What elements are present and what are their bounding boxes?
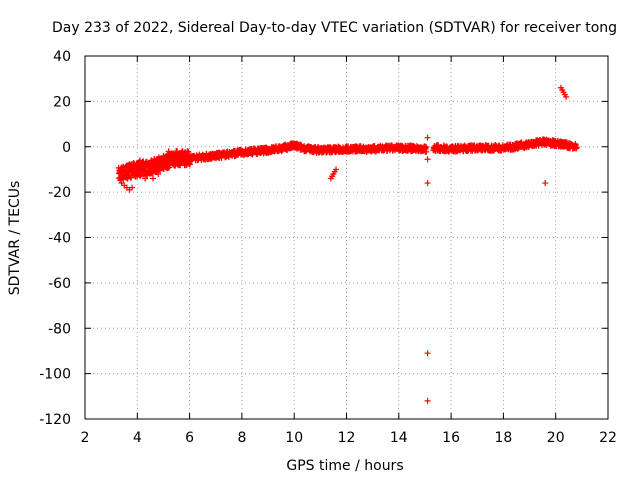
chart-title: Day 233 of 2022, Sidereal Day-to-day VTE… [52, 20, 617, 36]
x-tick-label: 12 [338, 430, 356, 446]
y-tick-label: -40 [48, 231, 71, 247]
outlier-point [149, 175, 156, 182]
y-tick-label: -60 [48, 276, 71, 292]
outlier-point [424, 134, 431, 141]
outlier-point [563, 93, 570, 100]
y-tick-label: 40 [53, 49, 71, 65]
outlier-point [155, 170, 162, 177]
x-tick-label: 2 [81, 430, 90, 446]
data-points [115, 84, 580, 404]
x-tick-label: 16 [442, 430, 460, 446]
grid-lines [85, 56, 608, 419]
outlier-point [424, 180, 431, 187]
data-point [573, 144, 580, 151]
x-tick-label: 4 [133, 430, 142, 446]
x-axis-title: GPS time / hours [286, 458, 403, 474]
x-tick-label: 8 [237, 430, 246, 446]
y-tick-label: -20 [48, 185, 71, 201]
y-tick-label: 0 [62, 140, 71, 156]
y-tick-label: -80 [48, 321, 71, 337]
data-point [185, 148, 192, 155]
outlier-point [173, 150, 180, 157]
outlier-point [333, 166, 340, 173]
outlier-point [542, 180, 549, 187]
x-tick-label: 10 [285, 430, 303, 446]
axis-ticks: 2 4 6 8 10 12 14 16 18 20 22 -120 -100 -80 -60 -40 -20 0 2… [39, 49, 617, 446]
outlier-point [136, 157, 143, 164]
outlier-point [424, 397, 431, 404]
outlier-point [129, 184, 136, 191]
y-axis-title: SDTVAR / TECUs [7, 181, 23, 296]
x-tick-label: 20 [547, 430, 565, 446]
x-tick-label: 18 [494, 430, 512, 446]
y-tick-label: 20 [53, 94, 71, 110]
outlier-point [424, 156, 431, 163]
x-tick-label: 22 [599, 430, 617, 446]
outlier-point [424, 350, 431, 357]
outlier-point [142, 175, 149, 182]
x-tick-label: 14 [390, 430, 408, 446]
outlier-point [160, 152, 167, 159]
y-tick-label: -120 [39, 412, 71, 428]
data-point [423, 144, 430, 151]
x-tick-label: 6 [185, 430, 194, 446]
y-tick-label: -100 [39, 367, 71, 383]
outlier-point [165, 148, 172, 155]
data-point [185, 160, 192, 167]
data-point [166, 164, 173, 171]
